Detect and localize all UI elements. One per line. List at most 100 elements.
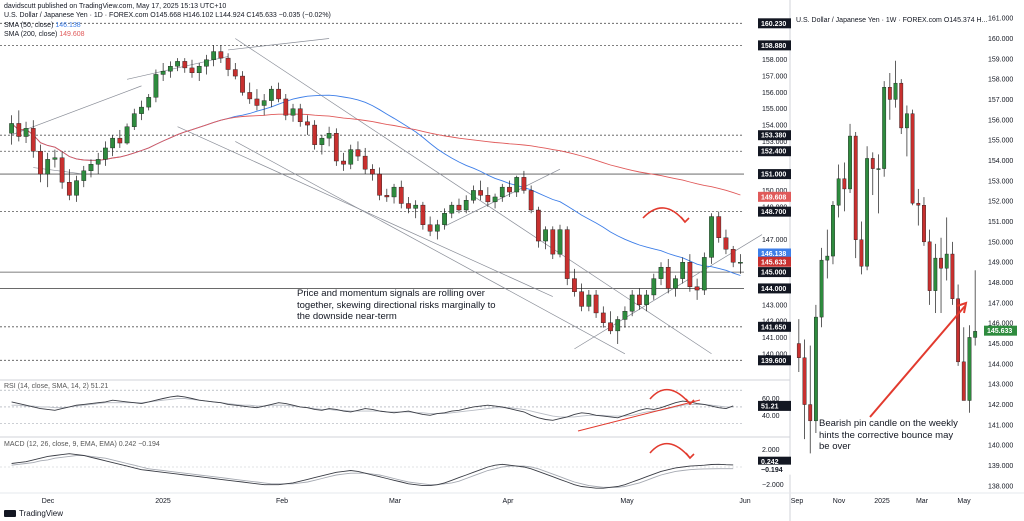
- price-tag-2: 145.633: [761, 259, 786, 266]
- weekly-candle: [967, 337, 972, 401]
- tradingview-footer-label: TradingView: [19, 509, 64, 518]
- daily-candle: [514, 177, 520, 193]
- level-label-8-bg: [758, 321, 791, 332]
- weekly-axis-tick-8: 153.000: [988, 178, 1013, 185]
- macd-signal-tag: −0.194: [761, 467, 783, 474]
- daily-candle: [232, 69, 238, 77]
- daily-candle: [406, 203, 411, 209]
- trendline-0: [11, 85, 142, 136]
- daily-candle: [95, 159, 101, 165]
- weekly-candle: [933, 257, 938, 291]
- weekly-axis-tick-20: 141.000: [988, 422, 1013, 429]
- tradingview-footer[interactable]: TradingView: [4, 509, 63, 518]
- weekly-axis-tick-15: 146.000: [988, 321, 1013, 328]
- daily-candle: [348, 149, 354, 165]
- daily-axis-tick-8: 147.000: [762, 237, 787, 244]
- weekly-candle: [808, 404, 813, 422]
- level-label-6-bg: [758, 267, 791, 278]
- weekly-candle: [802, 357, 807, 405]
- daily-candle: [204, 59, 209, 67]
- weekly-axis-tick-3: 158.000: [988, 77, 1013, 84]
- daily-candle: [38, 151, 43, 175]
- daily-candle: [218, 51, 224, 59]
- daily-time-label-4: Apr: [503, 498, 515, 505]
- weekly-axis-tick-16: 145.000: [988, 341, 1013, 348]
- sma50-legend[interactable]: SMA (50, close) 146.138: [4, 22, 81, 29]
- macd-signal-line: [11, 455, 734, 488]
- daily-candle: [74, 180, 79, 196]
- daily-candle: [131, 113, 137, 127]
- sma200-legend[interactable]: SMA (200, close) 149.608: [4, 31, 85, 38]
- weekly-candle: [922, 205, 926, 243]
- daily-time-label-6: Jun: [739, 498, 750, 505]
- daily-candle: [189, 67, 195, 74]
- weekly-time-label-2: 2025: [874, 498, 890, 505]
- weekly-candle: [899, 82, 904, 129]
- weekly-axis-tick-19: 142.000: [988, 402, 1013, 409]
- level-label-1-bg: [758, 40, 791, 51]
- weekly-candle: [973, 331, 978, 338]
- weekly-axis-tick-7: 154.000: [988, 158, 1013, 165]
- level-label-2-bg: [758, 130, 791, 141]
- weekly-axis-tick-11: 150.000: [988, 239, 1013, 246]
- daily-candle: [23, 128, 29, 137]
- daily-candle: [449, 204, 455, 214]
- daily-candle: [167, 66, 173, 72]
- daily-candle: [716, 216, 722, 238]
- daily-candle: [333, 133, 339, 162]
- daily-axis-tick-9: 143.000: [762, 302, 787, 309]
- weekly-candle: [876, 168, 881, 170]
- daily-candle: [608, 322, 613, 332]
- daily-candle: [110, 137, 115, 149]
- daily-candle: [182, 61, 188, 69]
- weekly-axis-tick-0: 161.000: [988, 16, 1013, 23]
- weekly-candle: [950, 253, 955, 299]
- daily-candle: [730, 249, 736, 263]
- daily-candle: [485, 195, 491, 203]
- daily-candle: [377, 173, 382, 196]
- daily-time-label-1: 2025: [155, 498, 171, 505]
- daily-candle: [370, 168, 375, 175]
- weekly-annotation: Bearish pin candle on the weekly hints t…: [819, 418, 958, 452]
- daily-candle: [196, 66, 202, 74]
- daily-candle: [283, 98, 289, 116]
- weekly-axis-tick-6: 155.000: [988, 138, 1013, 145]
- weekly-price-tag-bg: [984, 325, 1017, 336]
- level-label-5: 148.700: [761, 209, 786, 216]
- daily-candle: [139, 106, 144, 114]
- weekly-candle: [796, 343, 801, 358]
- weekly-arrow-head: [956, 301, 968, 314]
- daily-axis-tick-4: 154.000: [762, 123, 787, 130]
- rsi-line: [11, 395, 734, 421]
- macd-tick-1: −2.000: [762, 482, 784, 489]
- daily-candle: [478, 190, 483, 196]
- level-label-3-bg: [758, 146, 791, 157]
- daily-candle: [297, 108, 303, 123]
- daily-candle: [694, 286, 700, 291]
- sma50-legend-label: SMA (50, close): [4, 22, 54, 29]
- daily-candle: [391, 186, 397, 198]
- daily-axis-tick-5: 153.000: [762, 139, 787, 146]
- trendline-1: [228, 38, 330, 51]
- weekly-candle: [814, 316, 818, 422]
- daily-candle: [658, 266, 664, 279]
- level-label-4-bg: [758, 169, 791, 180]
- daily-candle: [572, 278, 577, 292]
- price-tag-2-bg: [758, 256, 791, 267]
- daily-candle: [701, 257, 707, 291]
- daily-candle: [240, 75, 245, 93]
- daily-axis-tick-6: 150.000: [762, 188, 787, 195]
- daily-candle: [615, 319, 621, 332]
- macd-tick-0: 2.000: [762, 447, 780, 454]
- daily-candle: [124, 126, 130, 144]
- daily-candle: [492, 196, 498, 203]
- macd-value-tag-bg: [758, 456, 791, 467]
- daily-candle: [442, 213, 447, 225]
- daily-candle: [593, 294, 599, 314]
- macd-rollover-arc-head: [685, 452, 695, 460]
- rsi-rollover-arc: [649, 388, 691, 405]
- weekly-axis-tick-5: 156.000: [988, 117, 1013, 124]
- daily-candle: [651, 278, 657, 296]
- daily-candle: [103, 147, 108, 160]
